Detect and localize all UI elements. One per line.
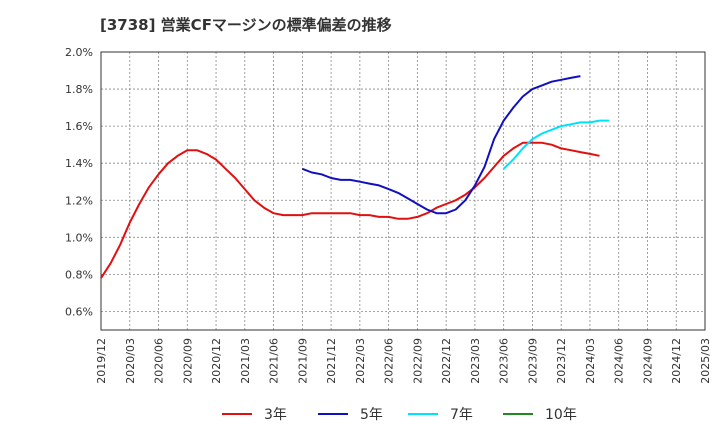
plot-area — [100, 51, 706, 331]
x-tick-label: 2020/06 — [153, 338, 166, 384]
y-tick-label: 0.6% — [65, 305, 93, 318]
legend: 3年 5年 7年 10年 — [222, 407, 577, 423]
y-tick-label: 2.0% — [65, 46, 93, 59]
y-axis: 2.0% 1.8% 1.6% 1.4% 1.2% 1.0% 0.8% 0.6% — [65, 46, 93, 318]
x-tick-label: 2024/12 — [670, 338, 683, 384]
x-tick-label: 2024/09 — [641, 338, 654, 384]
y-tick-label: 1.0% — [65, 231, 93, 244]
y-tick-label: 1.6% — [65, 120, 93, 133]
x-axis: 2019/12 2020/03 2020/06 2020/09 2020/12 2021/… — [95, 338, 712, 384]
legend-label: 5年 — [360, 407, 383, 423]
x-tick-label: 2024/03 — [584, 338, 597, 384]
x-tick-label: 2023/03 — [469, 338, 482, 384]
x-tick-label: 2023/12 — [555, 338, 568, 384]
x-tick-label: 2021/06 — [268, 338, 281, 384]
x-tick-label: 2022/06 — [383, 338, 396, 384]
y-tick-label: 1.8% — [65, 83, 93, 96]
x-tick-label: 2020/09 — [181, 338, 194, 384]
grid — [101, 52, 705, 330]
x-tick-label: 2023/06 — [498, 338, 511, 384]
chart-title: [3738] 営業CFマージンの標準偏差の推移 — [100, 16, 392, 34]
legend-label: 10年 — [545, 407, 577, 423]
x-tick-label: 2025/03 — [699, 338, 712, 384]
legend-label: 3年 — [264, 407, 287, 423]
x-tick-label: 2020/12 — [210, 338, 223, 384]
series-lines — [100, 75, 610, 279]
x-tick-label: 2022/03 — [354, 338, 367, 384]
series-line-3年 — [100, 141, 600, 279]
legend-label: 7年 — [450, 407, 473, 423]
x-tick-label: 2021/12 — [325, 338, 338, 384]
series-line-5年 — [301, 75, 581, 215]
x-tick-label: 2022/09 — [411, 338, 424, 384]
series-line-7年 — [503, 119, 610, 170]
x-tick-label: 2024/06 — [613, 338, 626, 384]
y-tick-label: 0.8% — [65, 268, 93, 281]
x-tick-label: 2023/09 — [526, 338, 539, 384]
x-tick-label: 2021/09 — [296, 338, 309, 384]
x-tick-label: 2021/03 — [239, 338, 252, 384]
x-tick-label: 2019/12 — [95, 338, 108, 384]
y-tick-label: 1.4% — [65, 157, 93, 170]
y-tick-label: 1.2% — [65, 194, 93, 207]
x-tick-label: 2022/12 — [440, 338, 453, 384]
x-tick-label: 2020/03 — [124, 338, 137, 384]
